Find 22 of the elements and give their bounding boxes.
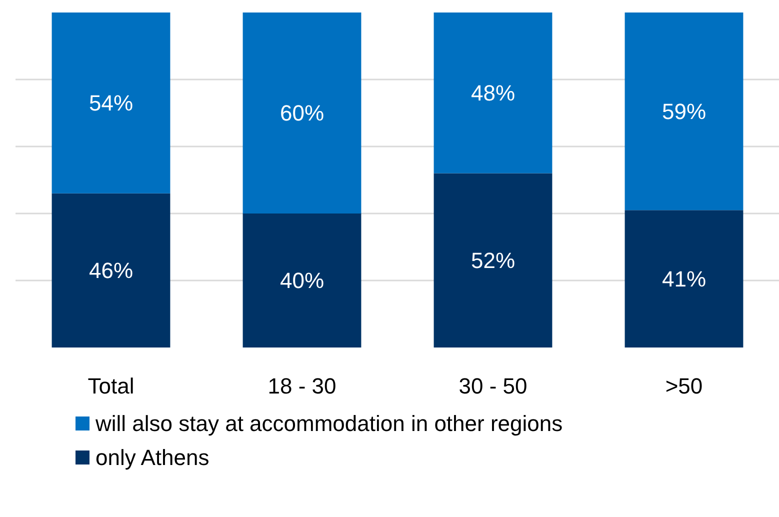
x-tick-label: 30 - 50 xyxy=(458,374,528,398)
x-tick-label: >50 xyxy=(665,374,703,398)
bar xyxy=(434,12,552,174)
data-label: 60% xyxy=(280,100,324,126)
bar xyxy=(242,214,362,348)
data-label: 48% xyxy=(470,80,516,106)
data-label: 40% xyxy=(280,268,324,293)
data-label: 41% xyxy=(662,266,706,292)
bar xyxy=(242,12,362,214)
bar xyxy=(52,193,170,348)
data-label: 46% xyxy=(88,258,134,283)
data-label: 52% xyxy=(470,248,516,273)
data-label: 54% xyxy=(88,90,134,116)
data-label: 59% xyxy=(662,98,706,124)
bar xyxy=(624,210,744,348)
x-tick-label: 18 - 30 xyxy=(268,374,336,398)
legend-label: only Athens xyxy=(96,445,210,470)
bar xyxy=(624,12,744,210)
x-tick-label: Total xyxy=(88,374,134,398)
legend-label: will also stay at accommodation in other regions xyxy=(94,411,563,436)
bar xyxy=(434,173,552,348)
bar xyxy=(52,12,170,194)
